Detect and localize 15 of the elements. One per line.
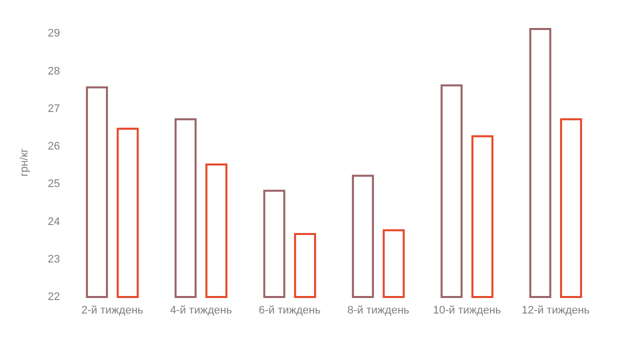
y-tick-label: 29 bbox=[48, 28, 60, 40]
x-tick-label: 6-й тиждень bbox=[258, 304, 321, 316]
y-tick-label: 25 bbox=[48, 178, 60, 190]
x-tick-label: 8-й тиждень bbox=[347, 304, 410, 316]
x-tick-label: 2-й тиждень bbox=[81, 304, 144, 316]
y-tick-label: 27 bbox=[48, 102, 60, 115]
y-tick-label: 24 bbox=[48, 216, 60, 228]
x-tick-label: 4-й тиждень bbox=[170, 304, 232, 316]
x-tick-label: 12-й тиждень bbox=[522, 304, 590, 316]
y-tick-label: 23 bbox=[48, 253, 60, 266]
y-tick-label: 26 bbox=[48, 140, 60, 153]
y-axis-title: грн/кг bbox=[18, 148, 30, 177]
y-tick-label: 28 bbox=[48, 65, 60, 78]
y-tick-label: 22 bbox=[48, 291, 60, 303]
x-tick-label: 10-й тиждень bbox=[433, 304, 502, 316]
